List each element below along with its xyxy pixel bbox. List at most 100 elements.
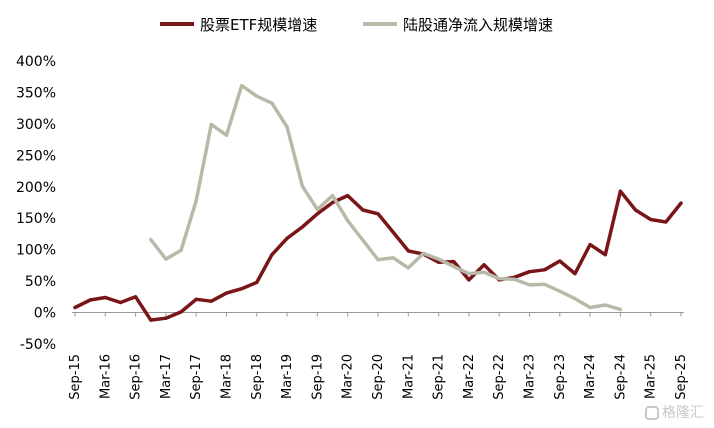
- data-point: [255, 94, 259, 98]
- data-point: [527, 270, 532, 274]
- data-point: [300, 225, 304, 229]
- y-tick-label: -50%: [20, 337, 56, 353]
- x-tick-label: Sep-19: [310, 354, 325, 400]
- x-tick-label: Mar-21: [401, 354, 416, 399]
- data-point: [149, 318, 153, 322]
- data-point: [618, 189, 623, 193]
- data-point: [240, 287, 244, 291]
- data-point: [361, 238, 365, 242]
- data-point: [103, 295, 107, 300]
- x-tick-label: Sep-25: [674, 354, 689, 400]
- data-point: [452, 265, 456, 269]
- x-tick-label: Mar-22: [462, 354, 477, 399]
- data-point: [679, 201, 683, 205]
- legend-label: 股票ETF规模增速: [200, 16, 317, 34]
- y-tick-label: 0%: [34, 306, 56, 322]
- data-point: [664, 220, 668, 224]
- data-point: [376, 258, 380, 262]
- data-point: [391, 256, 395, 260]
- x-tick-label: Sep-18: [250, 354, 265, 400]
- data-point: [346, 194, 350, 198]
- data-point: [346, 219, 350, 223]
- series-line: [73, 189, 683, 322]
- data-point: [164, 257, 168, 261]
- data-point: [73, 305, 77, 310]
- data-point: [573, 272, 577, 276]
- data-point: [361, 208, 365, 212]
- x-tick-label: Sep-24: [613, 354, 628, 400]
- y-tick-label: 150%: [16, 211, 56, 227]
- x-tick-label: Mar-17: [159, 354, 174, 399]
- data-point: [497, 277, 501, 281]
- data-point: [134, 295, 138, 299]
- x-tick-label: Sep-17: [189, 354, 204, 400]
- x-tick-label: Mar-23: [523, 354, 538, 399]
- x-tick-label: Sep-22: [492, 354, 507, 400]
- data-point: [194, 297, 198, 301]
- x-tick-label: Sep-21: [432, 354, 447, 400]
- data-point: [224, 133, 229, 137]
- y-axis: 400% 350% 300% 250% 200% 150% 100% 50% 0% -50%: [16, 54, 56, 353]
- data-point: [573, 297, 577, 301]
- data-point: [255, 280, 259, 284]
- data-point: [603, 303, 607, 307]
- data-point: [270, 253, 274, 257]
- data-point: [543, 268, 547, 272]
- data-point: [376, 212, 380, 216]
- y-tick-label: 300%: [16, 117, 56, 133]
- data-point: [331, 194, 335, 198]
- x-tick-label: Sep-20: [371, 354, 386, 400]
- data-point: [209, 122, 213, 127]
- series-layer: [73, 83, 683, 322]
- data-point: [452, 260, 456, 264]
- legend-label: 陆股通净流入规模增速: [403, 16, 553, 34]
- data-point: [467, 272, 471, 276]
- x-axis: Sep-15 Mar-16 Sep-16 Mar-17 Sep-17 Mar-18 Sep-…: [68, 312, 689, 400]
- data-point: [512, 277, 517, 281]
- x-tick-label: Mar-18: [220, 354, 235, 399]
- x-tick-label: Sep-23: [553, 354, 568, 400]
- watermark-text: 格隆汇: [662, 405, 704, 421]
- x-tick-label: Mar-16: [98, 354, 113, 399]
- data-point: [649, 217, 653, 222]
- data-point: [482, 270, 486, 274]
- series-2: [149, 83, 623, 312]
- data-point: [118, 300, 123, 305]
- data-point: [240, 83, 244, 88]
- data-point: [285, 125, 289, 129]
- data-point: [543, 282, 547, 286]
- data-point: [209, 299, 213, 303]
- data-point: [179, 310, 183, 314]
- y-tick-label: 250%: [16, 148, 56, 164]
- watermark-icon: [645, 406, 659, 420]
- data-point: [588, 243, 592, 247]
- data-point: [224, 291, 229, 295]
- data-point: [558, 259, 562, 263]
- series-line: [149, 83, 623, 312]
- legend: 股票ETF规模增速 陆股通净流入规模增速: [160, 16, 553, 34]
- data-point: [437, 257, 441, 261]
- data-point: [164, 316, 168, 320]
- data-point: [179, 248, 183, 252]
- data-point: [603, 253, 607, 257]
- data-point: [633, 208, 638, 212]
- data-point: [149, 238, 153, 242]
- y-tick-label: 350%: [16, 85, 56, 101]
- x-tick-label: Mar-25: [644, 354, 659, 399]
- data-point: [194, 199, 198, 203]
- data-point: [482, 263, 486, 267]
- x-tick-label: Sep-15: [68, 354, 83, 400]
- y-tick-label: 50%: [25, 274, 56, 290]
- x-tick-label: Mar-20: [341, 354, 356, 399]
- data-point: [467, 278, 471, 282]
- x-tick-label: Sep-16: [129, 354, 144, 400]
- data-point: [588, 305, 592, 310]
- y-tick-label: 100%: [16, 243, 56, 259]
- x-tick-label: Mar-19: [280, 354, 295, 399]
- data-point: [270, 101, 274, 105]
- y-tick-label: 200%: [16, 180, 56, 196]
- data-point: [421, 251, 425, 255]
- data-point: [315, 212, 319, 216]
- data-point: [331, 200, 335, 205]
